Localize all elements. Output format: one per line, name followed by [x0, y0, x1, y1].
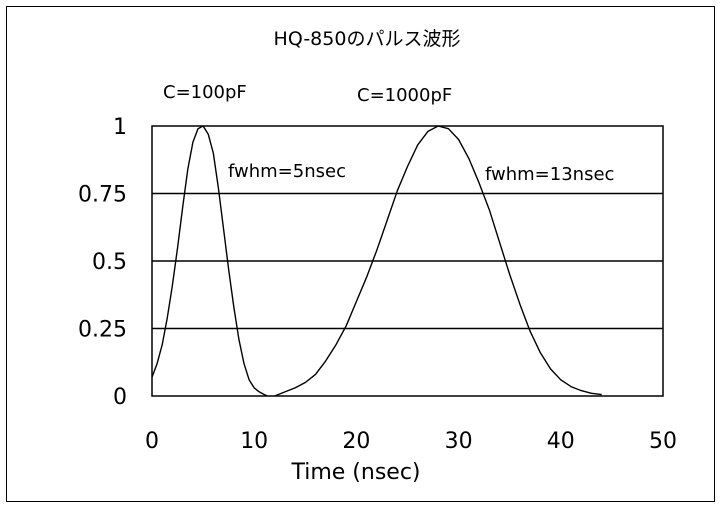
y-tick-label-3: 0.75 — [78, 183, 127, 208]
series-line-0 — [151, 125, 268, 397]
series-line-1 — [274, 125, 602, 397]
x-tick-label-0: 0 — [145, 429, 159, 454]
series-lines — [151, 125, 602, 397]
annotation-c100: C=100pF — [163, 82, 247, 103]
annotation-fwhm5: fwhm=5nsec — [228, 161, 346, 182]
y-tick-label-4: 1 — [113, 115, 127, 140]
x-tick-label-1: 10 — [240, 429, 268, 454]
x-tick-label-2: 20 — [342, 429, 370, 454]
x-tick-label-5: 50 — [649, 429, 677, 454]
x-tick-label-4: 40 — [547, 429, 575, 454]
y-tick-label-0: 0 — [113, 385, 127, 410]
x-axis-tick-labels: 0 10 20 30 40 50 — [145, 429, 677, 454]
chart-title: HQ-850のパルス波形 — [274, 28, 461, 50]
y-tick-label-2: 0.5 — [92, 250, 127, 275]
x-tick-label-3: 30 — [445, 429, 473, 454]
x-axis-label: Time (nsec) — [290, 460, 420, 485]
y-axis-tick-labels: 0 0.25 0.5 0.75 1 — [78, 115, 127, 410]
y-tick-label-1: 0.25 — [78, 318, 127, 343]
annotation-fwhm13: fwhm=13nsec — [485, 164, 614, 185]
annotation-c1000: C=1000pF — [357, 85, 452, 106]
